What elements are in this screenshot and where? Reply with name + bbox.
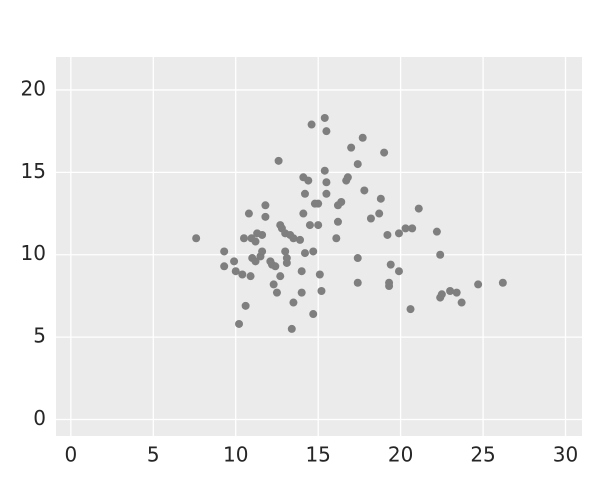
point <box>192 234 201 243</box>
point <box>337 198 346 207</box>
point <box>332 234 341 243</box>
point <box>274 156 283 165</box>
y-tick-label: 20 <box>21 76 46 100</box>
point <box>414 204 423 213</box>
point <box>230 257 239 266</box>
point <box>289 234 298 243</box>
point <box>272 288 281 297</box>
point <box>457 298 466 307</box>
point <box>309 247 318 256</box>
point <box>239 234 248 243</box>
x-tick-label: 20 <box>388 443 413 467</box>
point <box>251 257 260 266</box>
point <box>406 305 415 314</box>
point <box>269 280 278 289</box>
point <box>353 278 362 287</box>
point <box>353 160 362 169</box>
x-tick-label: 30 <box>553 443 578 467</box>
point <box>315 270 324 279</box>
point <box>376 194 385 203</box>
point <box>251 237 260 246</box>
point <box>474 280 483 289</box>
point <box>386 260 395 269</box>
point <box>281 247 290 256</box>
point <box>343 173 352 182</box>
point <box>299 209 308 218</box>
point <box>375 209 384 218</box>
x-tick-label: 5 <box>147 443 160 467</box>
point <box>452 288 461 297</box>
point <box>300 189 309 198</box>
point <box>385 282 394 291</box>
y-tick-label: 5 <box>33 324 46 348</box>
point <box>498 278 507 287</box>
point <box>437 290 446 299</box>
point <box>271 262 280 271</box>
point <box>380 148 389 157</box>
point <box>317 286 326 295</box>
point <box>307 120 316 129</box>
point <box>432 227 441 236</box>
x-tick-label: 0 <box>64 443 77 467</box>
plot-area <box>56 57 582 436</box>
point <box>322 189 331 198</box>
point <box>305 221 314 230</box>
point <box>241 301 250 310</box>
x-tick-label: 10 <box>223 443 248 467</box>
point <box>309 310 318 319</box>
point <box>296 235 305 244</box>
x-tick-label: 25 <box>470 443 495 467</box>
point <box>297 288 306 297</box>
point <box>220 247 229 256</box>
point <box>244 209 253 218</box>
point <box>276 272 285 281</box>
y-tick-label: 10 <box>21 241 46 265</box>
point <box>287 324 296 333</box>
point <box>300 249 309 258</box>
point <box>314 221 323 230</box>
point <box>261 201 270 210</box>
point <box>246 272 255 281</box>
point <box>394 229 403 238</box>
point <box>322 178 331 187</box>
point <box>282 258 291 267</box>
point <box>383 230 392 239</box>
point <box>360 186 369 195</box>
point <box>446 286 455 295</box>
x-tick-label: 15 <box>305 443 330 467</box>
point <box>261 212 270 221</box>
point <box>322 127 331 136</box>
point <box>333 217 342 226</box>
point <box>238 270 247 279</box>
point <box>235 319 244 328</box>
point <box>314 199 323 208</box>
point <box>358 133 367 142</box>
point <box>320 166 329 175</box>
point <box>394 267 403 276</box>
point <box>347 143 356 152</box>
point <box>408 224 417 233</box>
point <box>366 214 375 223</box>
point <box>401 224 410 233</box>
y-tick-label: 0 <box>33 406 46 430</box>
point <box>320 113 329 122</box>
point <box>353 254 362 263</box>
point <box>436 250 445 259</box>
point <box>289 298 298 307</box>
point <box>304 176 313 185</box>
point <box>297 267 306 276</box>
point <box>231 267 240 276</box>
y-tick-label: 15 <box>21 159 46 183</box>
point <box>258 230 267 239</box>
point <box>220 262 229 271</box>
point <box>258 247 267 256</box>
